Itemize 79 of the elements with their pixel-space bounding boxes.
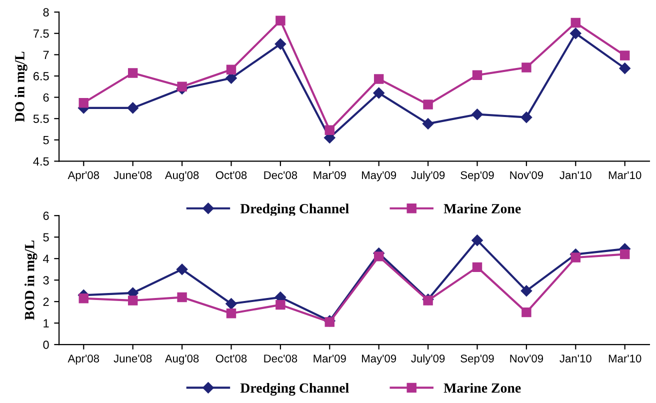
legend-label: Marine Zone (444, 204, 521, 214)
point (276, 300, 286, 310)
x-tick-label: Jan'10 (560, 171, 592, 180)
y-tick-label: 5 (43, 233, 49, 242)
y-axis-title: BOD in mg/L (24, 240, 38, 320)
point (423, 100, 433, 110)
point (374, 74, 384, 84)
y-tick-label: 1 (44, 319, 49, 328)
x-tick-label: Sep'09 (460, 354, 494, 365)
point (522, 62, 532, 72)
point (78, 293, 88, 304)
point (274, 38, 286, 50)
x-tick-label: Sep'09 (460, 171, 494, 182)
point (520, 285, 532, 296)
point (472, 262, 482, 272)
x-tick-label: Oct'08 (216, 354, 247, 362)
x-tick-label: June'08 (114, 171, 152, 180)
x-tick-label: July'09 (411, 170, 445, 182)
point (570, 18, 580, 28)
x-tick-label: Apr'08 (68, 171, 100, 182)
x-tick-label: Nov'09 (510, 171, 544, 180)
x-tick-label: Dec'08 (264, 171, 298, 180)
legend-label: Dredging Channel (240, 382, 349, 396)
x-tick-label: Apr'08 (68, 354, 100, 365)
x-tick-label: May'09 (362, 171, 396, 182)
point (620, 50, 630, 60)
x-tick-label: Mar'09 (314, 171, 346, 180)
point (472, 108, 483, 120)
x-tick-label: Dec'08 (264, 354, 298, 362)
point (520, 112, 532, 123)
point (373, 87, 384, 99)
point (324, 125, 334, 135)
x-tick-label: Jan'10 (560, 354, 592, 362)
point (177, 82, 187, 92)
point (619, 62, 630, 74)
point (570, 28, 582, 39)
y-axis-title: DO in mg/L (14, 52, 28, 122)
point (472, 234, 483, 246)
legend-label: Marine Zone (444, 382, 521, 393)
point (127, 102, 138, 114)
point (422, 118, 434, 130)
point (226, 308, 236, 318)
x-tick-label: June'08 (114, 354, 152, 362)
y-tick-label: 5.5 (33, 114, 49, 123)
y-tick-label: 6 (43, 93, 49, 102)
x-tick-label: July'09 (411, 354, 445, 365)
y-tick-label: 3 (43, 276, 49, 284)
y-tick-label: 6.5 (34, 72, 49, 80)
y-tick-label: 2 (43, 298, 49, 306)
y-tick-label: 5 (43, 136, 49, 144)
x-tick-label: Mar'10 (608, 171, 642, 180)
x-tick-label: Mar'10 (608, 354, 642, 362)
point (78, 98, 88, 108)
y-tick-label: 4 (43, 254, 49, 263)
point (620, 249, 630, 260)
y-tick-label: 7.5 (34, 30, 49, 38)
x-tick-label: Nov'09 (510, 354, 544, 362)
point (522, 307, 532, 318)
point (472, 70, 482, 80)
x-tick-label: May'09 (362, 354, 396, 365)
x-tick-label: Oct'08 (216, 171, 247, 180)
point (570, 252, 580, 262)
x-tick-label: Mar'09 (314, 354, 346, 362)
point (226, 298, 237, 310)
y-tick-label: 7 (43, 50, 49, 59)
x-tick-label: Aug'08 (164, 171, 199, 182)
y-tick-label: 0 (43, 340, 49, 349)
point (128, 68, 138, 78)
point (276, 16, 286, 26)
point (374, 252, 384, 262)
y-tick-label: 8 (43, 8, 49, 16)
y-tick-label: 4.5 (33, 157, 49, 166)
point (177, 292, 187, 302)
x-tick-label: Aug'08 (164, 354, 199, 365)
legend-label: Dredging Channel (240, 204, 349, 216)
point (176, 264, 188, 275)
y-tick-label: 6 (43, 212, 49, 220)
point (226, 64, 236, 74)
point (128, 296, 138, 306)
